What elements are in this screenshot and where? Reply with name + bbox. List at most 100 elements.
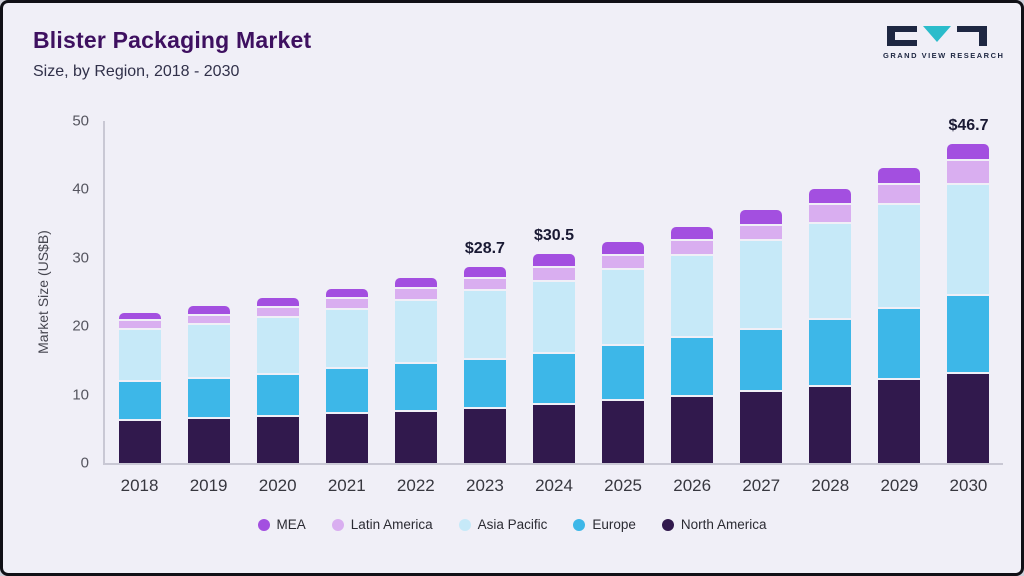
x-axis-label: 2019 xyxy=(189,476,228,495)
bar-segment-europe xyxy=(256,372,299,416)
legend-swatch xyxy=(661,518,674,531)
legend-item-europe: Europe xyxy=(573,517,636,532)
bar-stack xyxy=(463,266,506,463)
bar-value-label: $46.7 xyxy=(948,116,989,134)
bar-segment-asia-pacific xyxy=(187,322,230,377)
bar-stack xyxy=(256,297,299,463)
bar-segment-europe xyxy=(394,362,437,410)
legend-item-latin-america: Latin America xyxy=(331,517,433,532)
bar-segment-north-america xyxy=(740,389,783,463)
bar-segment-europe xyxy=(118,379,161,419)
gvr-logo-icon xyxy=(887,26,987,46)
y-tick-label: 30 xyxy=(72,249,89,267)
bar-segment-north-america xyxy=(187,416,230,463)
legend-label: MEA xyxy=(276,517,306,532)
bar-stack xyxy=(394,278,437,463)
bar-segment-asia-pacific xyxy=(256,315,299,373)
legend-label: North America xyxy=(680,517,767,532)
bar-segment-latin-america xyxy=(325,296,368,308)
bar-stack xyxy=(740,209,783,463)
bar-segment-latin-america xyxy=(809,203,852,222)
bar-column-2026: 2026 xyxy=(658,121,727,495)
bar-segment-asia-pacific xyxy=(878,203,921,308)
bar-segment-mea xyxy=(325,288,368,297)
bar-segment-mea xyxy=(256,297,299,306)
bar-segment-asia-pacific xyxy=(118,327,161,380)
bar-segment-mea xyxy=(878,167,921,183)
bar-column-2028: 2028 xyxy=(796,121,865,495)
legend-swatch xyxy=(573,518,586,531)
bar-stack xyxy=(118,312,161,463)
bar-stack xyxy=(809,189,852,463)
bar-segment-asia-pacific xyxy=(740,238,783,328)
legend-label: Latin America xyxy=(350,517,433,532)
bar-segment-latin-america xyxy=(671,239,714,255)
legend-swatch xyxy=(331,518,344,531)
bar-segment-asia-pacific xyxy=(463,289,506,358)
bar-segment-mea xyxy=(118,312,161,320)
bar-segment-mea xyxy=(533,254,575,267)
bar-column-2022: 2022 xyxy=(381,121,450,495)
bar-column-2023: $28.7 2023 xyxy=(450,121,519,495)
bar-column-2019: 2019 xyxy=(174,121,243,495)
y-tick-label: 20 xyxy=(72,317,89,335)
x-axis-label: 2018 xyxy=(120,476,159,495)
x-axis-label: 2024 xyxy=(535,476,573,495)
bar-column-2029: 2029 xyxy=(865,121,934,495)
bar-segment-mea xyxy=(187,305,230,314)
plot-area: 0 10 20 30 40 50 2018 2019 2020 2021 2022 $28.7 202… xyxy=(72,113,1003,495)
bar-segment-europe xyxy=(671,336,714,395)
bar-segment-europe xyxy=(878,307,921,379)
bar-segment-latin-america xyxy=(602,253,645,269)
x-axis-label: 2029 xyxy=(880,476,919,495)
bar-segment-asia-pacific xyxy=(394,298,437,363)
bar-segment-asia-pacific xyxy=(325,307,368,368)
gvr-logo-text: GRAND VIEW RESEARCH xyxy=(883,51,1005,60)
bar-column-2025: 2025 xyxy=(589,121,658,495)
y-tick-label: 40 xyxy=(72,180,89,198)
bar-stack xyxy=(602,242,645,463)
y-tick-label: 10 xyxy=(72,386,89,404)
bar-segment-north-america xyxy=(878,378,921,463)
bar-segment-mea xyxy=(671,227,714,240)
bar-segment-mea xyxy=(602,242,645,254)
bar-column-2027: 2027 xyxy=(727,121,796,495)
bar-column-2018: 2018 xyxy=(105,121,174,495)
chart-subtitle: Size, by Region, 2018 - 2030 xyxy=(33,63,240,80)
bar-segment-latin-america xyxy=(187,313,230,323)
bar-segment-asia-pacific xyxy=(533,280,575,352)
bar-segment-mea xyxy=(809,189,852,204)
bar-segment-north-america xyxy=(256,415,299,463)
x-axis-label: 2026 xyxy=(673,476,712,495)
bar-stack xyxy=(533,254,575,463)
bar-column-2021: 2021 xyxy=(312,121,381,495)
bar-segment-asia-pacific xyxy=(809,221,852,318)
bar-segment-latin-america xyxy=(394,287,437,299)
y-tick-label: 50 xyxy=(72,112,89,130)
x-axis-label: 2025 xyxy=(604,476,642,495)
bar-segment-europe xyxy=(809,318,852,386)
bar-segment-north-america xyxy=(671,394,714,463)
bar-stack xyxy=(187,305,230,463)
bar-stack xyxy=(325,288,368,463)
bar-segment-north-america xyxy=(463,406,506,463)
bar-column-2020: 2020 xyxy=(243,121,312,495)
bar-segment-europe xyxy=(187,376,230,417)
bar-segment-europe xyxy=(463,357,506,407)
page-title: Blister Packaging Market xyxy=(33,27,312,53)
chart-header: Blister Packaging Market Size, by Region… xyxy=(33,27,311,81)
bar-value-label: $30.5 xyxy=(533,227,575,245)
bar-segment-latin-america xyxy=(463,277,506,290)
bar-segment-mea xyxy=(740,209,783,224)
y-axis-title: Market Size (US$B) xyxy=(35,230,51,354)
x-axis-label: 2020 xyxy=(258,476,297,495)
bar-segment-asia-pacific xyxy=(671,254,714,337)
bar-segment-north-america xyxy=(602,398,645,463)
legend-label: Europe xyxy=(592,517,636,532)
bar-stack xyxy=(947,143,990,463)
x-axis-label: 2030 xyxy=(949,476,988,495)
bar-segment-europe xyxy=(533,351,575,403)
bar-segment-latin-america xyxy=(533,266,575,281)
x-axis-label: 2028 xyxy=(811,476,850,495)
